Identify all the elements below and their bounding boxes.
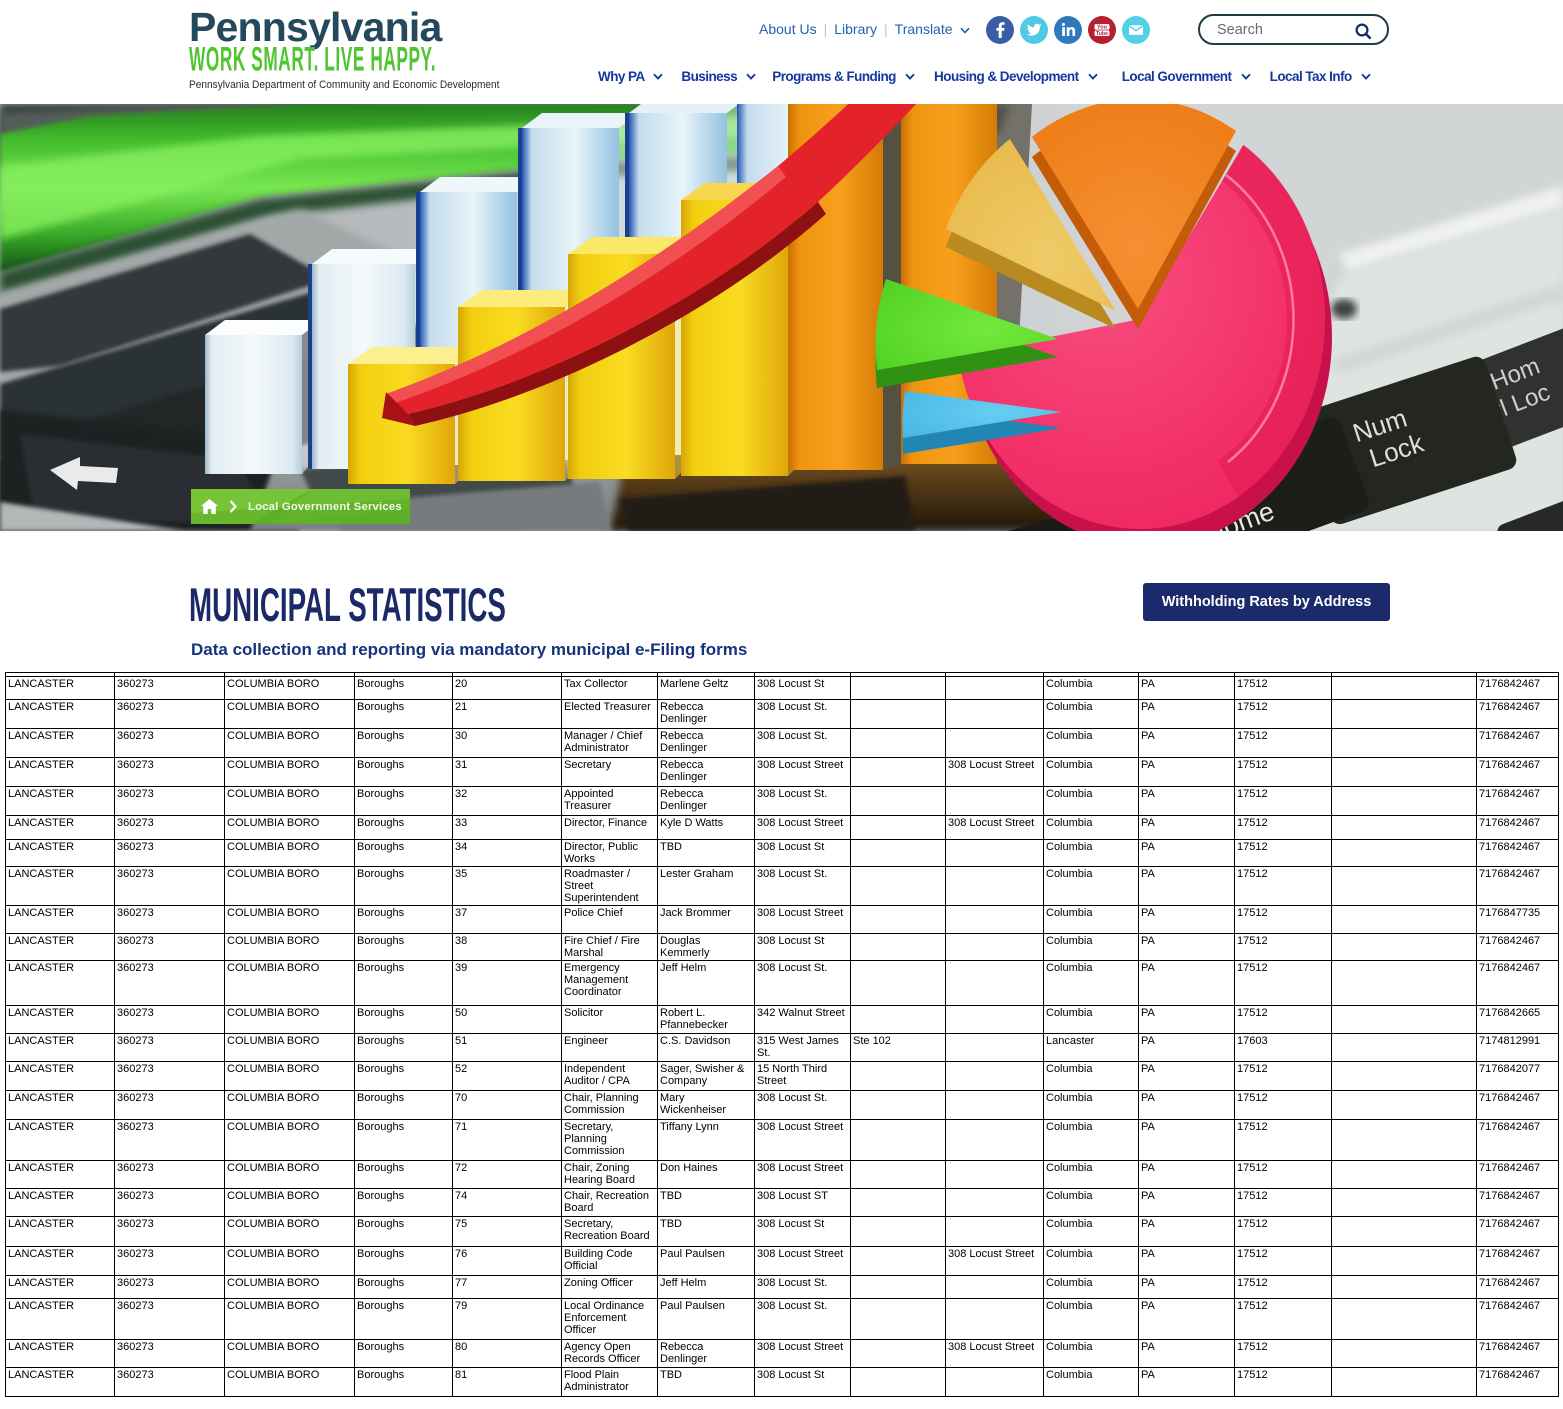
- svg-text:You: You: [1097, 25, 1108, 31]
- svg-text:Tube: Tube: [1096, 31, 1108, 37]
